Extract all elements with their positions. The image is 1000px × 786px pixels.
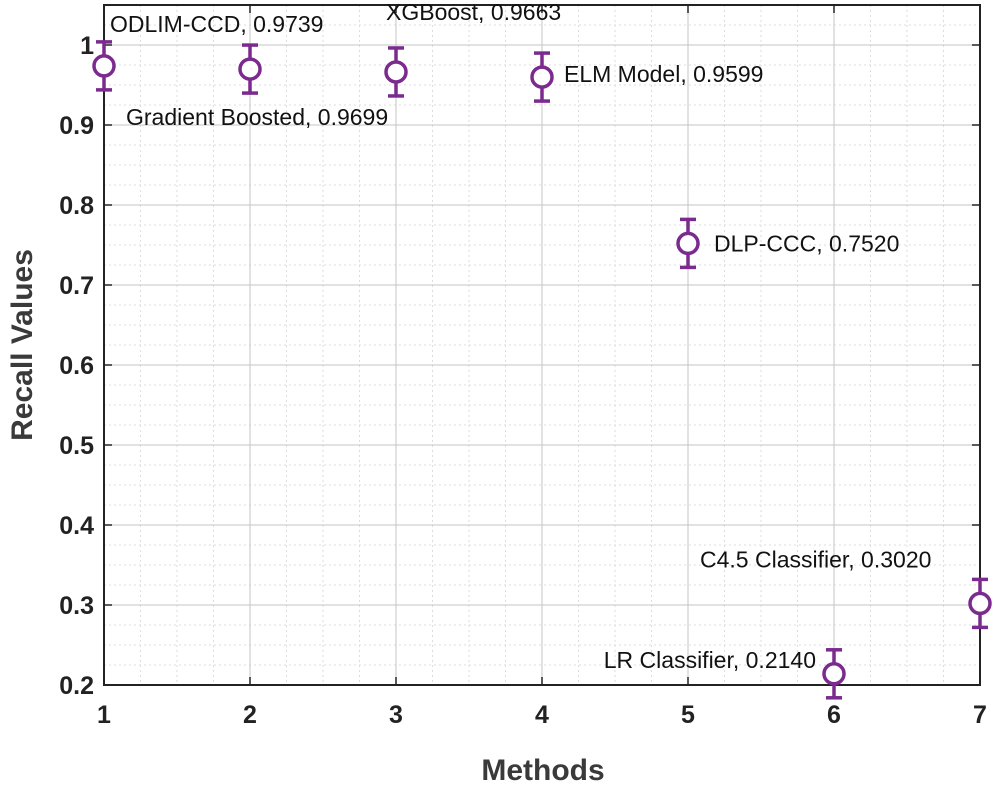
data-point [676,217,700,270]
y-tick-label: 0.9 [59,112,94,140]
y-tick-label: 0.8 [59,192,94,220]
y-tick-label: 0.3 [59,592,94,620]
circle-marker [238,57,262,81]
y-tick-labels: 0.2 0.3 0.4 0.5 0.6 0.7 0.8 0.9 1 [59,32,94,700]
y-tick-label: 1 [80,32,94,60]
y-tick-label: 0.7 [59,272,94,300]
circle-marker [676,231,700,256]
circle-marker [530,65,554,89]
data-point [238,43,262,95]
circle-marker [822,662,846,686]
x-axis-label: Methods [481,754,604,786]
y-tick-label: 0.6 [59,352,94,380]
data-point-label: ODLIM-CCD, 0.9739 [110,11,323,37]
data-point [968,577,992,630]
y-tick-label: 0.4 [59,512,94,540]
data-point [822,648,846,700]
data-point [384,46,408,98]
data-point-labels: ODLIM-CCD, 0.9739 Gradient Boosted, 0.969… [110,0,931,673]
data-point-label: DLP-CCC, 0.7520 [714,230,899,256]
y-tick-label: 0.5 [59,432,94,460]
data-point-label: C4.5 Classifier, 0.3020 [700,546,931,572]
circle-marker [384,60,408,84]
x-tick-label: 7 [973,701,987,729]
data-point [92,40,116,92]
x-tick-label: 4 [535,701,549,729]
x-tick-label: 2 [243,701,257,729]
circle-marker [968,591,992,616]
data-markers [92,40,992,700]
data-point [530,51,554,103]
data-point-label: XGBoost, 0.9663 [386,0,561,25]
x-tick-label: 5 [681,701,695,729]
data-point-label: Gradient Boosted, 0.9699 [126,104,388,130]
data-point-label: ELM Model, 0.9599 [564,61,763,87]
circle-marker [92,54,116,78]
y-axis-label: Recall Values [6,249,39,441]
y-tick-label: 0.2 [59,672,94,700]
data-point-label: LR Classifier, 0.2140 [604,647,816,673]
x-tick-label: 3 [389,701,403,729]
x-tick-label: 1 [97,701,111,729]
x-tick-labels: 1 2 3 4 5 6 7 [97,701,987,729]
x-tick-label: 6 [827,701,841,729]
